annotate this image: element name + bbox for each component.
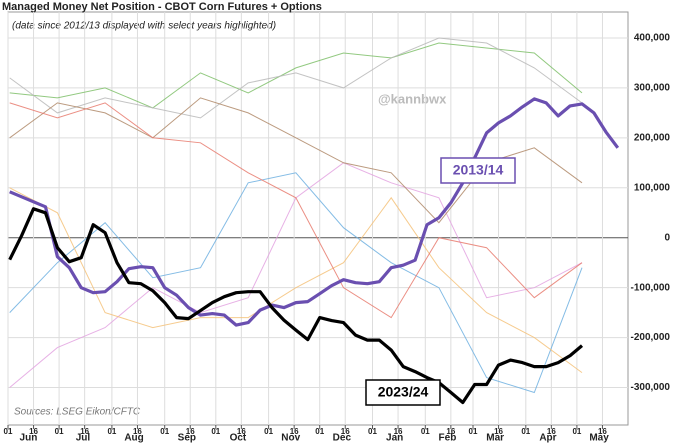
x-tick-label: 16: [133, 427, 142, 436]
y-tick-label: 0: [664, 232, 670, 243]
series-label: 2013/14: [453, 162, 504, 178]
x-tick-label: 16: [341, 427, 350, 436]
x-tick-label: 01: [4, 427, 13, 436]
x-month-label: Dec: [333, 433, 352, 443]
x-month-label: Aug: [124, 433, 143, 443]
plot-frame: [7, 11, 629, 426]
x-month-label: Jan: [386, 433, 403, 443]
series-line: [8, 207, 584, 405]
x-tick-label: 01: [421, 427, 430, 436]
x-tick-label: 16: [598, 427, 607, 436]
watermark: @kannbwx: [378, 91, 447, 106]
y-tick-label: 400,000: [634, 33, 671, 44]
x-month-label: May: [589, 433, 609, 443]
series-label-box: [440, 157, 516, 184]
background-line: [9, 42, 583, 109]
x-month-label: Jul: [76, 433, 91, 443]
x-tick-label: 01: [572, 427, 581, 436]
x-month-label: Jun: [20, 433, 38, 443]
x-tick-label: 16: [237, 427, 246, 436]
x-month-label: Mar: [486, 433, 504, 443]
x-tick-label: 16: [394, 427, 403, 436]
x-month-label: Feb: [439, 433, 457, 443]
x-tick-label: 01: [521, 427, 530, 436]
x-month-label: Oct: [230, 433, 247, 443]
y-tick-label: -200,000: [631, 332, 671, 343]
x-tick-label: 16: [186, 427, 195, 436]
x-tick-label: 16: [80, 427, 89, 436]
y-tick-label: 100,000: [634, 182, 671, 193]
y-tick-label: 200,000: [634, 132, 671, 143]
x-tick-label: 01: [55, 427, 64, 436]
y-tick-label: 300,000: [634, 83, 671, 94]
x-month-label: Nov: [281, 433, 300, 443]
x-tick-label: 01: [107, 427, 116, 436]
background-line: [9, 187, 583, 374]
x-tick-label: 16: [290, 427, 299, 436]
x-tick-label: 16: [446, 427, 455, 436]
subtitle: (data since 2012/13 displayed with selec…: [12, 21, 276, 32]
x-tick-label: 01: [315, 427, 324, 436]
x-tick-label: 16: [494, 427, 503, 436]
x-tick-label: 01: [211, 427, 220, 436]
x-tick-label: 01: [160, 427, 169, 436]
y-tick-label: -100,000: [631, 282, 671, 293]
x-tick-label: 16: [547, 427, 556, 436]
background-line: [9, 172, 583, 394]
y-tick-label: -300,000: [631, 382, 671, 393]
source: Sources: LSEG Eikon/CFTC: [14, 407, 141, 418]
x-tick-label: 16: [29, 427, 38, 436]
x-tick-label: 01: [264, 427, 273, 436]
series-label-box: [365, 379, 441, 406]
background-line: [9, 37, 583, 119]
background-line: [9, 102, 583, 319]
chart-title: Managed Money Net Position - CBOT Corn F…: [2, 1, 322, 13]
series-label: 2023/24: [378, 384, 429, 400]
x-month-label: Apr: [539, 433, 556, 443]
x-tick-label: 01: [469, 427, 478, 436]
x-tick-label: 01: [368, 427, 377, 436]
x-month-label: Sep: [178, 433, 196, 443]
series-line: [9, 97, 620, 327]
